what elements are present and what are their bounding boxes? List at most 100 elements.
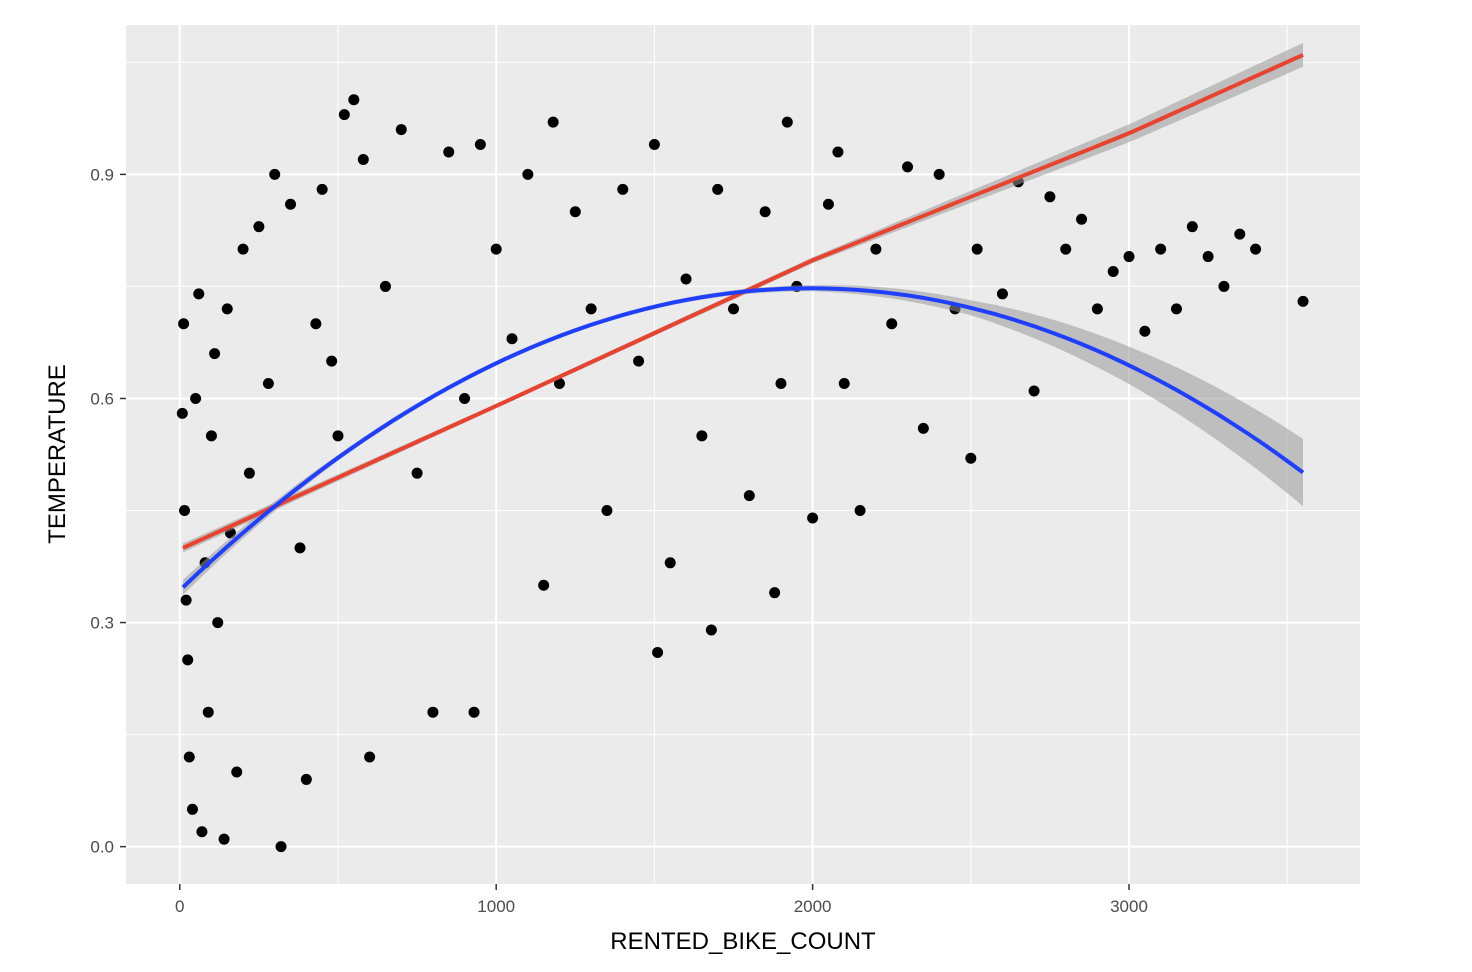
- data-point: [585, 303, 597, 315]
- data-point: [728, 303, 740, 315]
- data-point: [231, 766, 243, 778]
- data-point: [218, 833, 230, 845]
- data-point: [917, 422, 929, 434]
- data-point: [705, 624, 717, 636]
- data-point: [547, 116, 559, 128]
- data-point: [193, 288, 205, 300]
- data-point: [294, 542, 306, 554]
- data-point: [538, 579, 550, 591]
- data-point: [696, 430, 708, 442]
- data-point: [348, 94, 360, 106]
- data-point: [253, 221, 265, 233]
- data-point: [364, 751, 376, 763]
- x-tick-label: 2000: [794, 897, 832, 916]
- data-point: [870, 243, 882, 255]
- data-point: [182, 654, 194, 666]
- data-point: [1202, 251, 1214, 263]
- x-tick-label: 0: [175, 897, 184, 916]
- data-point: [1218, 280, 1230, 292]
- data-point: [1028, 385, 1040, 397]
- data-point: [338, 109, 350, 121]
- data-point: [1060, 243, 1072, 255]
- data-point: [633, 355, 645, 367]
- data-point: [506, 333, 518, 345]
- y-axis-ticks: 0.0 0.3 0.6 0.9: [90, 165, 126, 857]
- data-point: [411, 467, 423, 479]
- data-point: [664, 557, 676, 569]
- data-point: [243, 467, 255, 479]
- data-point: [1234, 228, 1246, 240]
- plot-panel: [126, 25, 1360, 884]
- y-tick-label: 0.9: [90, 165, 114, 184]
- data-point: [712, 183, 724, 195]
- data-point: [775, 378, 787, 390]
- data-point: [652, 646, 664, 658]
- data-point: [854, 505, 866, 517]
- y-tick-label: 0.3: [90, 614, 114, 633]
- data-point: [237, 243, 249, 255]
- data-point: [822, 198, 834, 210]
- data-point: [285, 198, 297, 210]
- data-point: [553, 378, 565, 390]
- data-point: [832, 146, 844, 158]
- data-point: [379, 280, 391, 292]
- data-point: [474, 139, 486, 151]
- data-point: [202, 706, 214, 718]
- data-point: [1250, 243, 1262, 255]
- data-point: [902, 161, 914, 173]
- data-point: [1170, 303, 1182, 315]
- data-point: [1123, 251, 1135, 263]
- data-point: [459, 392, 471, 404]
- data-point: [395, 124, 407, 136]
- linear-fit-confidence-band: [183, 42, 1303, 553]
- data-point: [1139, 325, 1151, 337]
- data-point: [617, 183, 629, 195]
- data-point: [569, 206, 581, 218]
- data-point: [468, 706, 480, 718]
- data-point: [490, 243, 502, 255]
- y-axis-title: TEMPERATURE: [44, 364, 71, 544]
- data-point: [601, 505, 613, 517]
- y-tick-label: 0.6: [90, 389, 114, 408]
- data-point: [759, 206, 771, 218]
- data-point: [196, 826, 208, 838]
- minor-gridlines: [126, 25, 1360, 884]
- x-tick-label: 3000: [1110, 897, 1148, 916]
- data-point: [190, 392, 202, 404]
- data-point: [326, 355, 338, 367]
- data-point: [212, 617, 224, 629]
- data-point: [357, 153, 369, 165]
- data-point: [205, 430, 217, 442]
- x-axis-ticks: 0 1000 2000 3000: [175, 884, 1148, 916]
- quadratic-fit-line: [181, 286, 1305, 589]
- data-point: [807, 512, 819, 524]
- x-tick-label: 1000: [477, 897, 515, 916]
- data-point: [1186, 221, 1198, 233]
- data-point: [965, 452, 977, 464]
- data-point: [1044, 191, 1056, 203]
- x-axis-title: RENTED_BIKE_COUNT: [610, 928, 876, 955]
- data-point: [933, 168, 945, 180]
- data-point: [310, 318, 322, 330]
- data-point: [996, 288, 1008, 300]
- data-point: [183, 751, 195, 763]
- data-point: [522, 168, 534, 180]
- data-point: [209, 348, 221, 360]
- data-point: [1091, 303, 1103, 315]
- data-point: [1297, 295, 1309, 307]
- data-point: [179, 505, 191, 517]
- data-point: [648, 139, 660, 151]
- data-point: [180, 594, 192, 606]
- data-point: [1155, 243, 1167, 255]
- data-point: [443, 146, 455, 158]
- confidence-bands: [183, 42, 1303, 595]
- y-tick-label: 0.0: [90, 838, 114, 857]
- fit-lines: [181, 53, 1305, 589]
- data-point: [269, 168, 281, 180]
- data-point: [178, 318, 190, 330]
- data-point: [769, 587, 781, 599]
- data-point: [971, 243, 983, 255]
- data-point: [275, 841, 287, 853]
- data-point: [300, 773, 312, 785]
